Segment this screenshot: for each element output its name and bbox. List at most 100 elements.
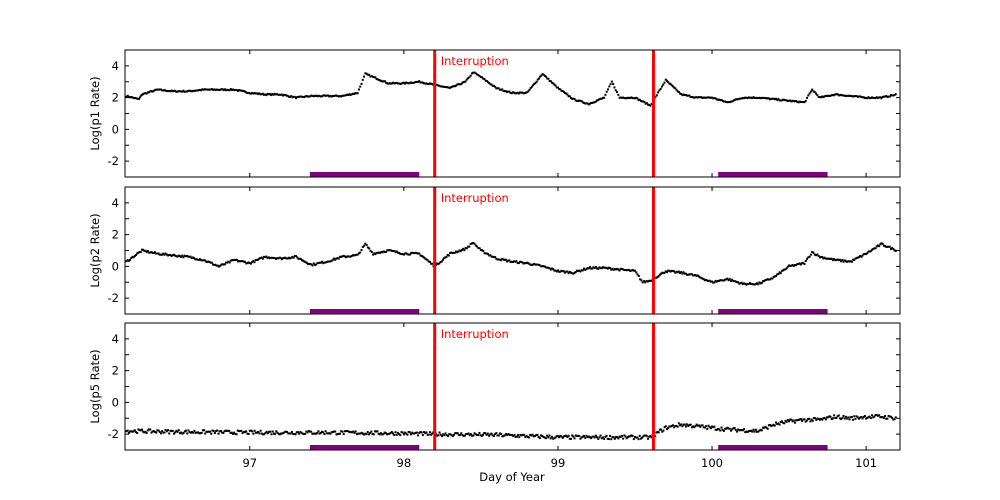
- data-point: [209, 430, 212, 433]
- data-point: [242, 90, 245, 93]
- data-point: [613, 268, 616, 271]
- data-point: [598, 266, 601, 269]
- data-point: [711, 425, 714, 428]
- data-point: [816, 417, 819, 420]
- data-point: [200, 89, 203, 92]
- data-point: [149, 90, 152, 93]
- data-point: [140, 248, 143, 251]
- data-point: [798, 418, 801, 421]
- data-point: [249, 92, 252, 95]
- data-point: [786, 100, 789, 103]
- data-point: [172, 432, 175, 435]
- data-point: [765, 426, 768, 429]
- data-point: [790, 264, 793, 267]
- data-point: [696, 424, 699, 427]
- data-point: [820, 417, 823, 420]
- data-point: [178, 90, 181, 93]
- data-point: [878, 245, 881, 248]
- data-point: [816, 253, 819, 256]
- data-point: [240, 429, 243, 432]
- data-point: [530, 434, 533, 437]
- data-point: [804, 420, 807, 423]
- data-point: [637, 275, 640, 278]
- data-point: [695, 423, 698, 426]
- data-point: [620, 268, 623, 271]
- y-tick-label: 0: [112, 259, 119, 273]
- data-point: [501, 88, 504, 91]
- data-point: [739, 97, 742, 100]
- data-point: [825, 95, 828, 98]
- data-point: [486, 432, 489, 435]
- data-point: [233, 89, 236, 92]
- data-point: [460, 432, 463, 435]
- data-point: [657, 275, 660, 278]
- data-point: [125, 430, 128, 433]
- data-point: [319, 261, 322, 264]
- data-point: [697, 424, 700, 427]
- data-point: [690, 273, 693, 276]
- data-point: [125, 95, 128, 98]
- data-point: [139, 94, 142, 97]
- data-point: [855, 415, 858, 418]
- data-point: [425, 431, 428, 434]
- data-point: [552, 437, 555, 440]
- data-point: [663, 271, 666, 274]
- data-point: [861, 417, 864, 420]
- data-point: [815, 254, 818, 257]
- data-point: [584, 102, 587, 105]
- data-point: [542, 435, 545, 438]
- data-point: [190, 90, 193, 93]
- data-point: [828, 415, 831, 418]
- data-point: [575, 434, 578, 437]
- data-point: [264, 431, 267, 434]
- data-point: [139, 429, 142, 432]
- data-point: [153, 430, 156, 433]
- data-point: [860, 255, 863, 258]
- data-point: [371, 433, 374, 436]
- data-point: [289, 257, 292, 260]
- data-point: [281, 94, 284, 97]
- data-point: [150, 90, 153, 93]
- data-point: [324, 430, 327, 433]
- data-point: [192, 431, 195, 434]
- data-point: [505, 260, 508, 263]
- data-point: [360, 82, 363, 85]
- data-point: [349, 431, 352, 434]
- data-point: [126, 429, 129, 432]
- data-point: [507, 259, 510, 262]
- data-point: [796, 100, 799, 103]
- data-point: [194, 258, 197, 261]
- data-point: [504, 258, 507, 261]
- data-point: [715, 280, 718, 283]
- data-point: [558, 436, 561, 439]
- data-point: [368, 247, 371, 250]
- data-point: [182, 89, 185, 92]
- data-point: [850, 95, 853, 98]
- data-point: [823, 416, 826, 419]
- data-point: [811, 250, 814, 253]
- data-point: [205, 430, 208, 433]
- data-point: [554, 436, 557, 439]
- data-point: [509, 433, 512, 436]
- data-point: [312, 262, 315, 265]
- data-point: [705, 425, 708, 428]
- data-point: [572, 435, 575, 438]
- data-point: [822, 96, 825, 99]
- data-point: [802, 101, 805, 104]
- data-point: [581, 435, 584, 438]
- data-point: [745, 96, 748, 99]
- data-point: [880, 97, 883, 100]
- data-point: [245, 91, 248, 94]
- data-point: [701, 424, 704, 427]
- data-point: [144, 249, 147, 252]
- data-point: [641, 436, 644, 439]
- data-point: [577, 434, 580, 437]
- data-point: [464, 80, 467, 83]
- data-point: [165, 253, 168, 256]
- data-point: [379, 251, 382, 254]
- data-point: [374, 253, 377, 256]
- data-point: [786, 265, 789, 268]
- data-point: [426, 433, 429, 436]
- data-point: [334, 94, 337, 97]
- data-point: [603, 96, 606, 99]
